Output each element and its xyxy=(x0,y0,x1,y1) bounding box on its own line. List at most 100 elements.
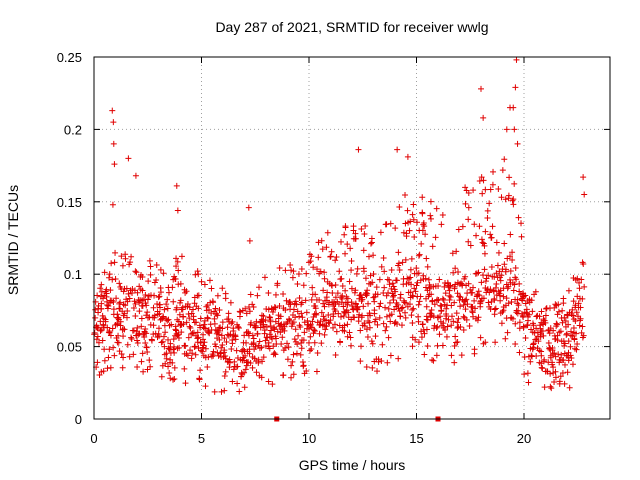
data-point xyxy=(524,370,531,377)
data-point xyxy=(282,267,289,274)
data-point xyxy=(139,350,146,357)
data-point xyxy=(526,311,533,318)
data-point xyxy=(507,231,514,238)
data-point xyxy=(109,107,116,114)
data-point xyxy=(200,342,207,349)
data-point xyxy=(242,366,249,373)
data-point xyxy=(355,146,362,153)
data-point xyxy=(509,249,516,256)
data-point xyxy=(465,280,472,287)
data-point xyxy=(124,341,131,348)
data-point xyxy=(195,292,202,299)
data-point xyxy=(212,343,219,350)
data-point xyxy=(298,299,305,306)
axis-ticks-layer: 0 0.05 0.1 0.15 0.2 0.25 0 5 10 15 20 xyxy=(57,50,610,446)
data-point xyxy=(284,340,291,347)
data-point xyxy=(478,279,485,286)
data-point xyxy=(361,268,368,275)
data-point xyxy=(364,290,371,297)
data-point xyxy=(249,364,256,371)
data-point xyxy=(294,308,301,315)
data-point xyxy=(344,333,351,340)
data-point xyxy=(392,288,399,295)
data-point xyxy=(146,357,153,364)
y-tick-label: 0.15 xyxy=(57,195,82,210)
data-point xyxy=(538,352,545,359)
data-point xyxy=(447,282,454,289)
data-point xyxy=(257,319,264,326)
data-point xyxy=(480,114,487,121)
data-point xyxy=(101,269,108,276)
data-point xyxy=(429,356,436,363)
data-point xyxy=(381,268,388,275)
data-point xyxy=(429,243,436,250)
data-point xyxy=(438,221,445,228)
data-point xyxy=(338,238,345,245)
data-point xyxy=(507,276,514,283)
data-point xyxy=(465,189,472,196)
data-point xyxy=(94,292,101,299)
data-point xyxy=(292,298,299,305)
data-point xyxy=(554,311,561,318)
data-point xyxy=(298,345,305,352)
data-point xyxy=(370,271,377,278)
data-point xyxy=(498,194,505,201)
data-point xyxy=(147,363,154,370)
data-point xyxy=(522,292,529,299)
data-point xyxy=(163,301,170,308)
data-point xyxy=(115,332,122,339)
data-point xyxy=(318,237,325,244)
data-point xyxy=(394,321,401,327)
data-point xyxy=(223,338,230,345)
data-point xyxy=(360,247,367,254)
data-point xyxy=(402,309,409,316)
data-point xyxy=(480,177,487,184)
data-point xyxy=(524,322,531,329)
data-point xyxy=(120,333,127,340)
data-point xyxy=(104,324,111,331)
data-point xyxy=(122,302,129,309)
data-point xyxy=(111,161,118,168)
data-point xyxy=(366,253,373,260)
data-point xyxy=(105,302,112,309)
data-point xyxy=(476,178,483,185)
data-point xyxy=(462,200,469,207)
data-point xyxy=(532,336,539,343)
data-point xyxy=(475,269,482,276)
data-point xyxy=(252,343,259,350)
data-point xyxy=(528,297,535,304)
data-point xyxy=(104,365,111,372)
data-point xyxy=(444,279,451,286)
data-point xyxy=(332,257,339,264)
data-point xyxy=(221,347,228,354)
data-point xyxy=(171,349,178,356)
data-point xyxy=(359,312,366,319)
data-point xyxy=(562,318,569,325)
data-point xyxy=(173,327,180,334)
data-point xyxy=(170,336,177,343)
data-point xyxy=(573,330,580,337)
data-point xyxy=(173,263,180,270)
data-point xyxy=(530,322,537,329)
data-point xyxy=(162,329,169,336)
data-point xyxy=(385,305,392,312)
plot-frame xyxy=(93,56,611,420)
data-point xyxy=(274,328,281,335)
data-point xyxy=(487,186,494,193)
data-point xyxy=(366,324,373,331)
data-point xyxy=(503,295,510,302)
data-point xyxy=(193,319,200,326)
data-point xyxy=(541,384,548,391)
data-point xyxy=(462,297,469,304)
data-point xyxy=(243,310,250,317)
data-point xyxy=(484,214,491,221)
data-point xyxy=(354,265,361,272)
data-point xyxy=(314,350,321,357)
data-point xyxy=(422,231,429,238)
data-point xyxy=(386,299,393,306)
data-point xyxy=(327,253,334,260)
data-point xyxy=(271,304,278,311)
data-point xyxy=(509,197,516,204)
data-point xyxy=(156,310,163,317)
data-point xyxy=(243,339,250,346)
